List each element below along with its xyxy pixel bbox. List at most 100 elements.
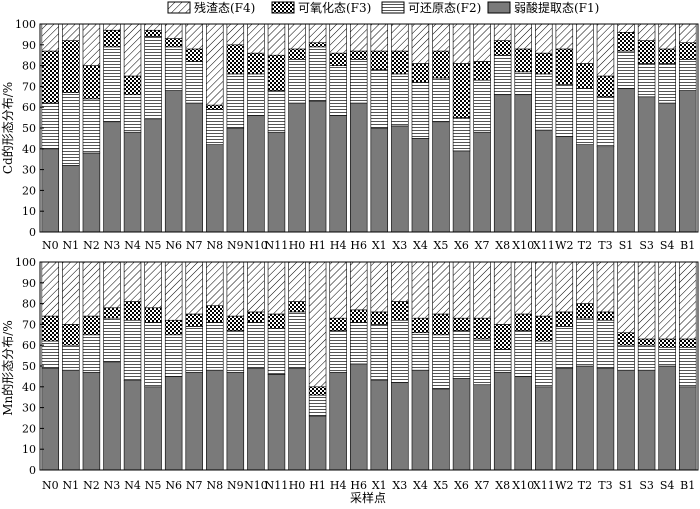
mn-bar-f2-s4	[658, 346, 676, 367]
cd-bar-f1-n8	[206, 144, 224, 233]
cd-x-tick-label: H0	[289, 239, 306, 252]
mn-bar-f1-h6	[349, 363, 368, 471]
cd-bar-f2-h1	[308, 46, 327, 102]
mn-bar-f3-s1	[617, 332, 635, 346]
x-axis-title: 采样点	[350, 490, 386, 505]
mn-bar-f4-n3	[103, 261, 121, 309]
cd-bar-f3-w2	[555, 48, 574, 85]
cd-bar-f2-x10	[514, 71, 532, 96]
cd-bar-f2-s3	[637, 63, 656, 98]
mn-bar-f1-w2	[555, 367, 574, 471]
legend-label-f2: 可还原态(F2)	[408, 1, 481, 15]
mn-bar-f2-s3	[637, 344, 656, 371]
cd-bar-f3-n8	[206, 104, 224, 110]
cd-bar-f3-x10	[514, 48, 532, 73]
mn-bar-f2-n2	[82, 334, 101, 373]
mn-bar-f1-n5	[144, 386, 162, 471]
mn-bar-f3-n1	[62, 324, 80, 346]
mn-bar-f2-n7	[185, 326, 203, 373]
mn-bar-f3-n10	[247, 311, 265, 323]
cd-bar-f3-x1	[370, 50, 389, 71]
cd-bar-f2-n4	[123, 94, 142, 133]
cd-y-tick-label: 20	[22, 184, 36, 197]
cd-x-tick-label: T3	[598, 239, 612, 252]
cd-bar-f1-n1	[62, 165, 80, 233]
cd-bar-f4-n10	[247, 23, 265, 54]
mn-x-tick-label: X8	[495, 479, 510, 492]
cd-bar-f2-n3	[103, 46, 121, 123]
cd-x-tick-label: S3	[639, 239, 654, 252]
cd-bar-f2-n7	[185, 61, 203, 104]
mn-bar-f4-x11	[535, 261, 553, 317]
legend-item-f3: 可氧化态(F3)	[271, 1, 371, 15]
mn-bar-f3-n4	[123, 301, 142, 321]
cd-bar-f3-x4	[411, 63, 430, 83]
mn-bar-f1-n8	[206, 369, 224, 471]
cd-bar-f4-t3	[596, 23, 615, 77]
cd-bar-f1-n2	[82, 152, 101, 233]
cd-x-tick-label: X6	[454, 239, 469, 252]
mn-y-tick-label: 100	[15, 256, 36, 269]
mn-bar-f4-h1	[308, 261, 327, 388]
legend-swatch-f1	[487, 1, 511, 14]
cd-bar-f3-x6	[452, 63, 471, 118]
mn-bar-f4-n9	[226, 261, 245, 317]
mn-y-tick-label: 10	[22, 443, 36, 456]
cd-bar-f1-x3	[391, 125, 409, 233]
cd-bar-f1-t2	[576, 144, 594, 233]
cd-x-tick-label: N7	[186, 239, 203, 252]
cd-bar-f1-t3	[596, 146, 615, 233]
mn-bar-f1-s3	[637, 369, 656, 471]
mn-y-tick-label: 60	[22, 339, 36, 352]
cd-bar-f3-n1	[62, 40, 80, 93]
mn-bar-f3-x4	[411, 317, 430, 334]
cd-bar-f1-h1	[308, 100, 327, 233]
mn-x-tick-label: X1	[372, 479, 387, 492]
mn-bar-f4-n10	[247, 261, 265, 313]
mn-bar-f3-x6	[452, 317, 471, 331]
cd-bar-f3-t2	[576, 63, 594, 89]
mn-bar-f1-h0	[288, 367, 306, 471]
cd-bar-f1-h6	[349, 102, 368, 233]
cd-bar-f3-n7	[185, 48, 203, 62]
cd-x-tick-label: X1	[372, 239, 387, 252]
mn-bar-f4-n0	[41, 261, 60, 317]
mn-bar-f3-t2	[576, 303, 594, 319]
mn-bar-f4-t2	[576, 261, 594, 304]
cd-bar-f4-t2	[576, 23, 594, 64]
mn-y-tick-label: 20	[22, 422, 36, 435]
cd-y-tick-label: 50	[22, 122, 36, 135]
mn-bar-f2-w2	[555, 326, 574, 369]
mn-bar-f2-n5	[144, 322, 162, 388]
cd-bar-f4-x11	[535, 23, 553, 54]
cd-bar-f1-n5	[144, 119, 162, 233]
mn-bar-f2-x4	[411, 332, 430, 371]
cd-bar-f1-s1	[617, 88, 635, 233]
cd-bar-f2-h0	[288, 59, 306, 104]
mn-bar-f4-x8	[493, 261, 512, 325]
mn-x-tick-label: T3	[598, 479, 612, 492]
cd-bar-f1-x5	[432, 121, 450, 233]
cd-bar-f2-n2	[82, 98, 101, 154]
mn-bar-f4-x1	[370, 261, 389, 313]
mn-bar-f3-n3	[103, 307, 121, 319]
mn-x-tick-label: S1	[619, 479, 634, 492]
cd-bar-f4-n8	[206, 23, 224, 106]
cd-bar-f4-h4	[329, 23, 347, 54]
mn-bar-f3-w2	[555, 311, 574, 327]
cd-bar-f1-x4	[411, 138, 430, 233]
mn-bar-f2-h1	[308, 394, 327, 417]
mn-bar-f1-n10	[247, 367, 265, 471]
mn-bar-f2-h4	[329, 330, 347, 373]
mn-bar-f4-n5	[144, 261, 162, 309]
legend-label-f3: 可氧化态(F3)	[298, 1, 371, 15]
mn-bar-f4-x3	[391, 261, 409, 302]
mn-bar-f1-n11	[267, 374, 286, 471]
mn-bar-f4-s3	[637, 261, 656, 340]
cd-bar-f3-n10	[247, 52, 265, 75]
mn-x-tick-label: N10	[244, 479, 268, 492]
mn-bar-f1-h1	[308, 415, 327, 471]
cd-bar-f3-n3	[103, 29, 121, 48]
